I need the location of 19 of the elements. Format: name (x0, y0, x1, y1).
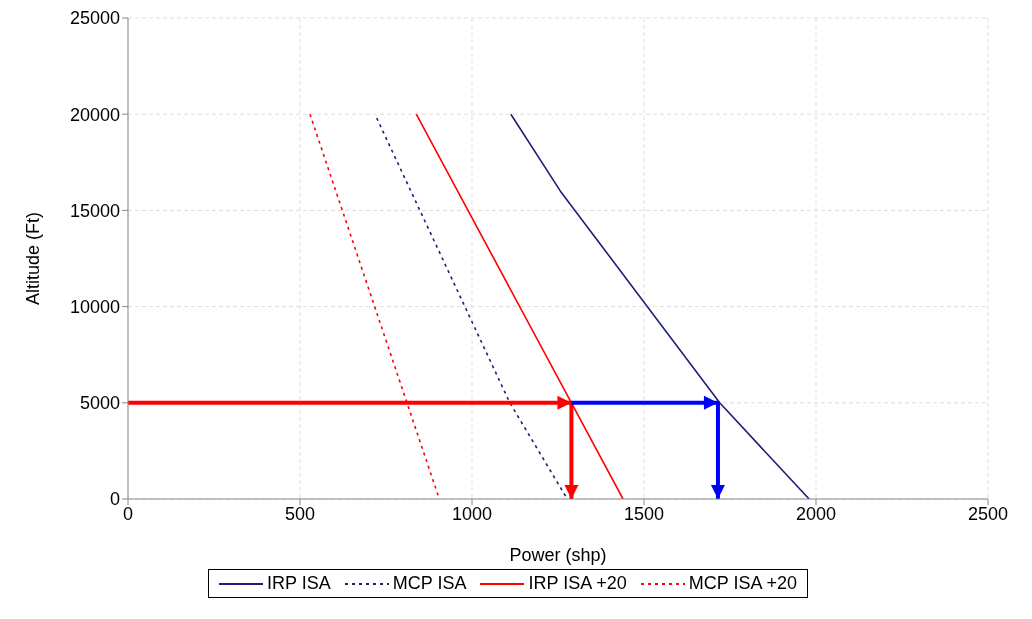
x-tick-label: 2000 (795, 503, 837, 524)
y-tick-label: 20000 (69, 104, 120, 125)
y-tick-label: 0 (109, 489, 120, 510)
line-series (510, 113, 810, 499)
legend-label: MCP ISA +20 (687, 573, 797, 594)
y-tick-label: 5000 (79, 393, 120, 414)
y-tick-label: 15000 (69, 200, 120, 221)
x-tick-label: 0 (122, 503, 134, 524)
legend-label: IRP ISA +20 (527, 573, 627, 594)
y-axis-title: Altitude (Ft) (23, 211, 44, 306)
x-tick-label: 500 (284, 503, 316, 524)
x-tick-label: 1000 (451, 503, 493, 524)
y-tick-label: 25000 (69, 8, 120, 29)
legend-label: MCP ISA (391, 573, 467, 594)
x-axis-title: Power (shp) (509, 545, 607, 565)
legend-label: IRP ISA (266, 573, 331, 594)
y-tick-label: 10000 (69, 296, 120, 317)
x-tick-label: 2500 (967, 503, 1009, 524)
x-tick-label: 1500 (623, 503, 665, 524)
